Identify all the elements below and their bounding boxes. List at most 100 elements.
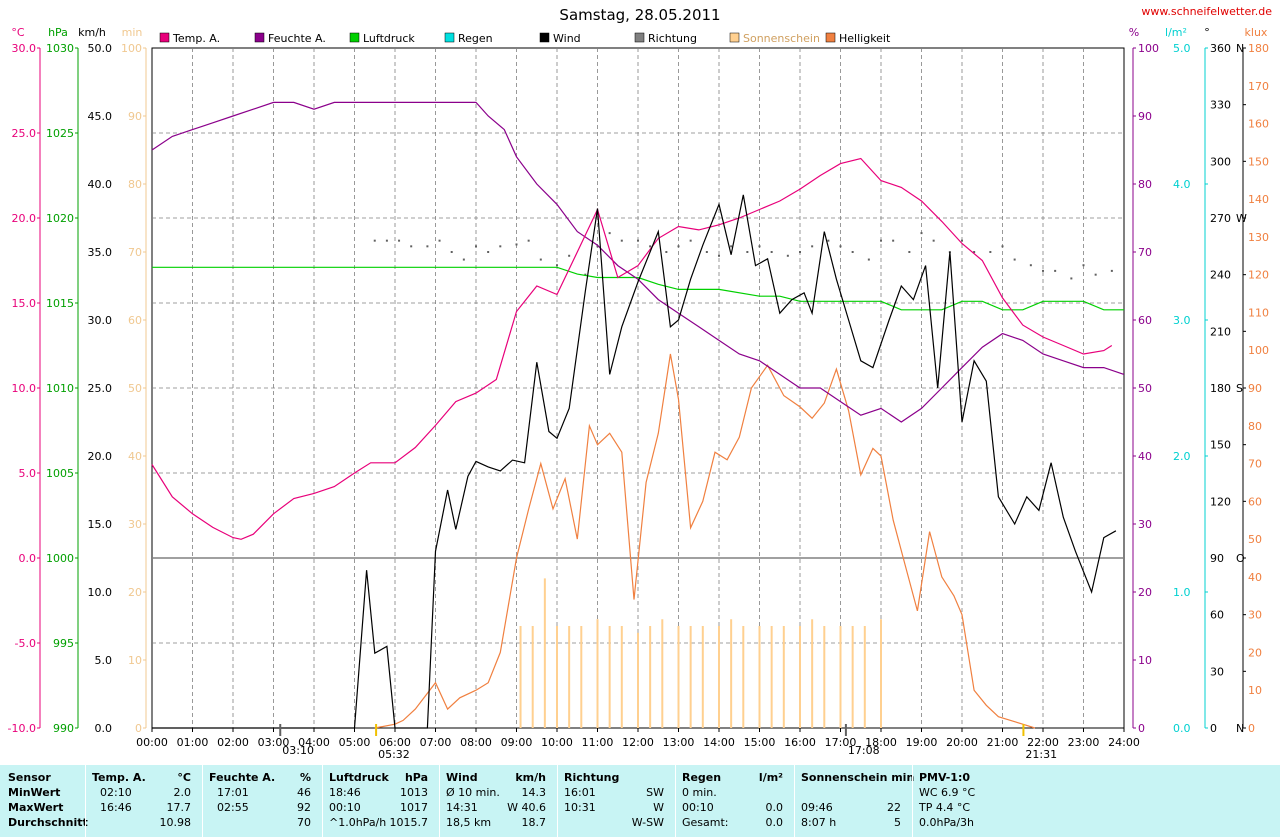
legend-swatch bbox=[634, 32, 645, 43]
x-tick-label: 18:00 bbox=[865, 736, 897, 749]
stats-column-separator bbox=[912, 765, 913, 837]
series-line bbox=[151, 157, 1113, 540]
series-line bbox=[151, 101, 1125, 423]
stats-cell-value: 1017 bbox=[400, 801, 428, 814]
left-tick-label: 50 bbox=[128, 382, 142, 395]
x-tick-label: 08:00 bbox=[460, 736, 492, 749]
stats-cell-value: 5 bbox=[894, 816, 901, 829]
x-tick-label: 07:00 bbox=[420, 736, 452, 749]
legend-swatch bbox=[825, 32, 836, 43]
left-tick-label: 40 bbox=[128, 450, 142, 463]
direction-point bbox=[1042, 269, 1044, 272]
left-tick-label: 1030 bbox=[46, 42, 74, 55]
right-tick-label: 30 bbox=[1138, 518, 1152, 531]
x-tick-label: 23:00 bbox=[1068, 736, 1100, 749]
x-tick-label: 24:00 bbox=[1108, 736, 1140, 749]
stats-cell-time: 17:01 bbox=[217, 786, 249, 799]
direction-point bbox=[450, 251, 453, 253]
left-axis-unit: °C bbox=[11, 26, 25, 39]
right-tick-label: 20 bbox=[1248, 646, 1262, 659]
direction-label: N bbox=[1236, 722, 1244, 735]
series-feuchtea bbox=[151, 101, 1125, 423]
stats-cell-value: 46 bbox=[297, 786, 311, 799]
direction-point bbox=[851, 251, 854, 253]
right-tick-label: 100 bbox=[1248, 344, 1269, 357]
direction-label: S bbox=[1236, 382, 1243, 395]
right-tick-label: 210 bbox=[1210, 325, 1231, 338]
stats-column-title: PMV-1:0 bbox=[919, 771, 970, 784]
stats-cell-time: 14:31 bbox=[446, 801, 478, 814]
right-tick-label: 160 bbox=[1248, 118, 1269, 131]
direction-point bbox=[515, 243, 518, 246]
direction-point bbox=[705, 251, 708, 253]
right-tick-label: 70 bbox=[1248, 458, 1262, 471]
right-tick-label: 30 bbox=[1248, 609, 1262, 622]
x-tick-label: 09:00 bbox=[501, 736, 533, 749]
direction-point bbox=[1001, 245, 1004, 248]
direction-point bbox=[920, 232, 923, 235]
direction-point bbox=[786, 254, 789, 257]
x-tick-label: 20:00 bbox=[946, 736, 978, 749]
direction-point bbox=[1054, 269, 1057, 272]
stats-column-unit: l/m² bbox=[758, 771, 783, 784]
series-line bbox=[152, 194, 1117, 729]
stats-cell-time: Ø 10 min. bbox=[446, 786, 500, 799]
x-tick-label: 16:00 bbox=[784, 736, 816, 749]
right-axis-unit: % bbox=[1129, 26, 1139, 39]
right-tick-label: 140 bbox=[1248, 193, 1269, 206]
sunrise-label: 05:32 bbox=[378, 748, 410, 761]
chart-legend: Temp. A. Feuchte A. Luftdruck Regen Wind Rich… bbox=[159, 32, 891, 45]
right-tick-label: 150 bbox=[1210, 439, 1231, 452]
left-tick-label: 1015 bbox=[46, 297, 74, 310]
right-tick-label: 180 bbox=[1210, 382, 1231, 395]
left-tick-label: 30.0 bbox=[88, 314, 113, 327]
direction-point bbox=[649, 245, 652, 248]
right-tick-label: 130 bbox=[1248, 231, 1269, 244]
stats-cell-time: 02:10 bbox=[100, 786, 132, 799]
stats-cell-time: TP 4.4 °C bbox=[919, 801, 971, 814]
left-tick-label: 1005 bbox=[46, 467, 74, 480]
stats-column-title: Wind bbox=[446, 771, 478, 784]
stats-cell-value: 2.0 bbox=[173, 786, 192, 799]
left-axis-unit: hPa bbox=[48, 26, 68, 39]
right-tick-label: 4.0 bbox=[1173, 178, 1191, 191]
direction-point bbox=[1029, 264, 1032, 267]
left-tick-label: 15.0 bbox=[12, 297, 37, 310]
direction-point bbox=[746, 251, 749, 253]
stats-cell-value: SW bbox=[646, 786, 664, 799]
direction-point bbox=[410, 245, 413, 248]
right-tick-label: 0 bbox=[1138, 722, 1145, 735]
right-tick-label: 80 bbox=[1248, 420, 1262, 433]
right-tick-label: 0 bbox=[1210, 722, 1217, 735]
legend-label: Helligkeit bbox=[839, 32, 891, 45]
right-tick-label: 0 bbox=[1248, 722, 1255, 735]
chart-credit[interactable]: www.schneifelwetter.de bbox=[1141, 5, 1272, 18]
direction-point bbox=[373, 239, 376, 242]
direction-point bbox=[539, 258, 542, 261]
direction-point bbox=[677, 245, 680, 248]
left-axis-unit: km/h bbox=[78, 26, 106, 39]
x-tick-label: 14:00 bbox=[703, 736, 735, 749]
left-tick-label: 0.0 bbox=[95, 722, 113, 735]
weather-chart: Samstag, 28.05.2011 www.schneifelwetter.… bbox=[8, 5, 1273, 761]
right-tick-label: 50 bbox=[1138, 382, 1152, 395]
left-tick-label: 0.0 bbox=[19, 552, 37, 565]
left-tick-label: 25.0 bbox=[12, 127, 37, 140]
right-tick-label: 360 bbox=[1210, 42, 1231, 55]
direction-point bbox=[932, 239, 935, 242]
stats-cell-value: 70 bbox=[297, 816, 311, 829]
x-tick-label: 01:00 bbox=[177, 736, 209, 749]
direction-point bbox=[758, 245, 761, 248]
x-tick-label: 00:00 bbox=[136, 736, 168, 749]
stats-cell-value: 0.0 bbox=[765, 801, 784, 814]
stats-cell-time: 16:01 bbox=[564, 786, 596, 799]
direction-point bbox=[689, 239, 692, 242]
right-tick-label: 100 bbox=[1138, 42, 1159, 55]
x-tick-label: 06:00 bbox=[379, 736, 411, 749]
direction-point bbox=[398, 239, 401, 242]
stats-cell-time: 02:55 bbox=[217, 801, 249, 814]
stats-column-separator bbox=[794, 765, 795, 837]
series-layer bbox=[151, 101, 1125, 729]
right-tick-label: 90 bbox=[1210, 552, 1224, 565]
stats-column-unit: hPa bbox=[404, 771, 428, 784]
